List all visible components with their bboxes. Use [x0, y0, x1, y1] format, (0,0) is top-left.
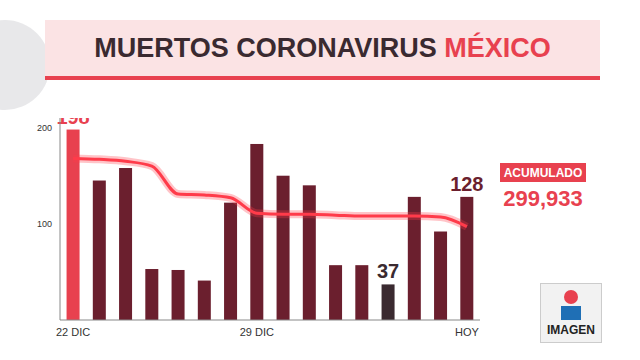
- html-text:MUERTOS CORONAVIRUS MÉXICO: MUERTOS CORONAVIRUS MÉXICO: [94, 32, 551, 63]
- html-text:IMAGEN: IMAGEN: [547, 323, 595, 337]
- svg-text:37: 37: [377, 260, 399, 282]
- html-text:299,933: 299,933: [503, 186, 583, 211]
- svg-text:29 DIC: 29 DIC: [240, 326, 274, 338]
- html-text:ACUMULADO: ACUMULADO: [503, 165, 583, 180]
- svg-text:200: 200: [37, 123, 52, 133]
- svg-text:22 DIC: 22 DIC: [56, 326, 90, 338]
- svg-text:100: 100: [37, 219, 52, 229]
- svg-text:HOY: HOY: [455, 326, 480, 338]
- svg-text:128: 128: [450, 173, 483, 195]
- svg-text:198: 198: [56, 118, 89, 128]
